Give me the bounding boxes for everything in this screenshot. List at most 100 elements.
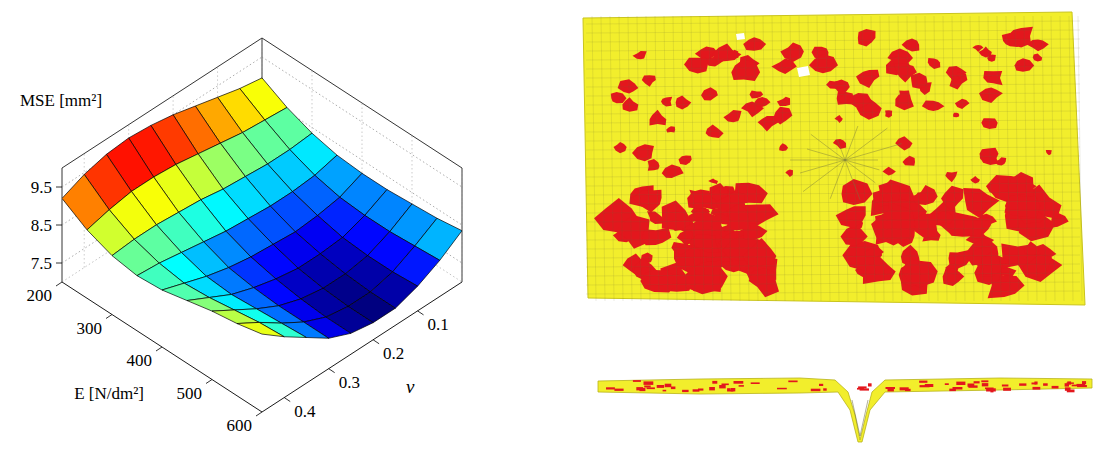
mesh-patch: [922, 101, 945, 112]
mesh-patch: [723, 110, 741, 122]
mesh-patch: [833, 139, 846, 149]
mesh-patch: [894, 63, 917, 82]
y-tick: [373, 340, 379, 344]
axes-box: [62, 38, 462, 282]
mesh-patch: [606, 387, 615, 389]
y-tick: [329, 369, 335, 373]
surface-cell: [212, 310, 259, 324]
mesh-patch: [943, 268, 965, 286]
surface-cell: [187, 298, 234, 312]
mesh-patch: [647, 387, 655, 389]
mesh-patch: [663, 390, 667, 392]
mesh-patch: [788, 381, 797, 383]
mesh-patch: [969, 245, 1009, 276]
mesh-patch: [981, 380, 988, 382]
mesh-patch: [698, 389, 703, 391]
mesh-patch: [679, 155, 692, 165]
mesh-patch: [986, 388, 996, 391]
mesh-patch: [633, 51, 647, 59]
mesh-patch: [823, 388, 827, 390]
z-tick-label: 8.5: [31, 216, 52, 235]
surface-cell: [237, 322, 284, 336]
y-axis-title: ν: [406, 376, 415, 397]
surface-cell: [162, 283, 209, 300]
z-tick: [56, 225, 62, 226]
mesh-patch: [928, 58, 941, 69]
mesh-patch: [1033, 387, 1041, 390]
mesh-patch: [682, 390, 689, 392]
mesh-patch: [860, 388, 869, 390]
mesh-patch: [1015, 58, 1035, 71]
mesh-patch: [819, 384, 823, 386]
mesh-patch: [661, 97, 672, 107]
mesh-patch: [777, 97, 790, 106]
mesh-patch: [885, 110, 892, 118]
mesh-patch: [636, 387, 643, 390]
grid-line: [462, 168, 463, 282]
mesh-patch: [900, 387, 909, 390]
mesh-patch: [911, 214, 938, 238]
mesh-patch: [688, 235, 719, 253]
y-tick-label: 0.2: [383, 344, 404, 363]
z-tick-label: 7.5: [31, 254, 52, 273]
mesh-patch: [614, 389, 623, 391]
mesh-patch: [734, 381, 744, 384]
mesh-hole: [736, 33, 745, 40]
mesh-patch: [979, 47, 992, 58]
mesh-patch: [780, 43, 804, 63]
mesh-patch: [1003, 388, 1011, 391]
mesh-patch: [871, 203, 915, 245]
mesh-patch: [633, 380, 641, 382]
mesh-patch: [836, 206, 866, 228]
x-axis: [62, 282, 262, 412]
mesh-patch: [1065, 387, 1071, 390]
mesh-patch: [684, 58, 708, 74]
mesh-patch: [1046, 150, 1052, 155]
mesh-patch: [879, 182, 901, 202]
y-axis: [262, 282, 462, 412]
mesh-grid: [586, 16, 1082, 301]
mesh-patch: [1032, 383, 1037, 385]
mesh-patch: [657, 385, 664, 388]
mesh-patch: [979, 87, 1003, 103]
mesh-patch: [811, 389, 821, 392]
mesh-patch: [919, 381, 927, 383]
x-tick: [156, 347, 162, 351]
mesh-patch: [701, 87, 718, 100]
mesh-surface: [583, 12, 1085, 305]
mesh-patch: [953, 113, 959, 118]
mesh-patch: [863, 256, 896, 284]
mesh-patch: [1024, 241, 1039, 254]
mesh-patch: [946, 66, 967, 82]
mesh-patch: [712, 381, 717, 384]
mesh-patch: [1082, 381, 1086, 384]
mesh-crease: [790, 126, 902, 200]
x-tick-label: 200: [27, 286, 53, 305]
mesh-patch: [945, 172, 957, 183]
z-tick: [56, 263, 62, 264]
mesh-patch: [722, 384, 729, 386]
mesh-patch: [974, 381, 980, 383]
mesh-patch: [970, 176, 980, 184]
mesh-profile: [598, 378, 1092, 442]
mesh-patch: [1077, 384, 1086, 386]
x-tick-label: 400: [127, 351, 153, 370]
mesh-patch: [750, 91, 764, 99]
mesh-patch: [719, 385, 726, 388]
mesh-patch: [751, 382, 760, 384]
mesh-patch: [739, 385, 744, 387]
mesh-patch: [968, 384, 975, 387]
mesh-patch: [662, 165, 684, 179]
mesh-patch: [1007, 27, 1033, 48]
mesh-patch: [1005, 193, 1040, 217]
x-tick-label: 300: [77, 319, 103, 338]
mesh-patch: [671, 387, 676, 390]
mesh-patch: [809, 54, 838, 73]
x-tick-label: 600: [227, 416, 253, 435]
mesh-patch: [1043, 383, 1048, 386]
mesh-patch: [945, 383, 949, 385]
mesh-patch: [911, 73, 928, 89]
mesh-patch: [1002, 385, 1009, 387]
mesh-patch: [1067, 382, 1074, 384]
x-tick: [256, 412, 262, 416]
